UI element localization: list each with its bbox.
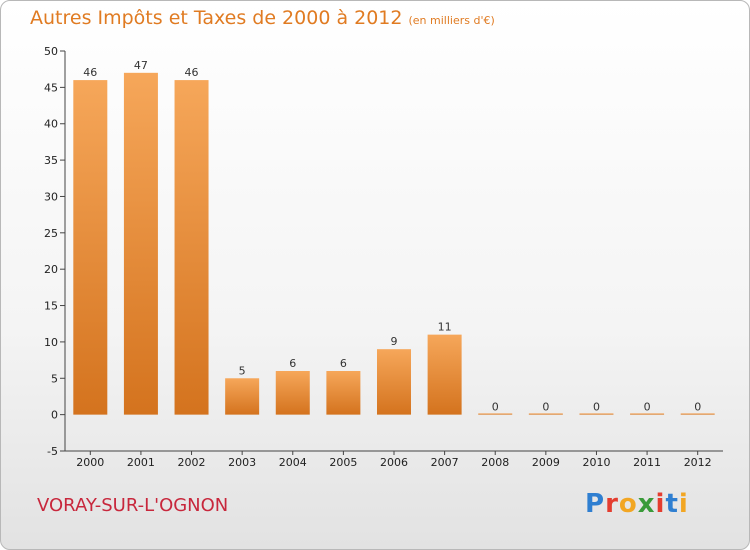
data-label: 6 [289, 357, 296, 370]
y-tick-label: 40 [44, 118, 58, 131]
x-tick-label: 2011 [633, 456, 661, 469]
data-label: 0 [542, 401, 549, 414]
logo-letter: r [605, 489, 619, 519]
x-tick-label: 2009 [532, 456, 560, 469]
y-tick-label: 45 [44, 81, 58, 94]
logo-letter: t [665, 489, 679, 519]
data-label: 0 [492, 401, 499, 414]
data-label: 46 [83, 66, 97, 79]
chart-title: Autres Impôts et Taxes de 2000 à 2012 (en… [30, 7, 495, 29]
data-label: 47 [134, 59, 148, 72]
bar [579, 413, 614, 415]
logo-letter: o [618, 489, 638, 519]
chart-unit-note: (en milliers d'€) [408, 14, 495, 27]
y-tick-label: 25 [44, 227, 58, 240]
data-label: 5 [239, 364, 246, 377]
x-tick-label: 2010 [582, 456, 610, 469]
x-tick-label: 2008 [481, 456, 509, 469]
logo-letter: i [655, 489, 666, 519]
y-tick-label: 30 [44, 190, 58, 203]
data-label: 0 [593, 401, 600, 414]
proxiti-logo: Proxiti [585, 489, 689, 519]
data-label: 6 [340, 357, 347, 370]
x-tick-label: 2001 [127, 456, 155, 469]
y-tick-label: 0 [51, 409, 58, 422]
bar [225, 378, 260, 415]
bar [630, 413, 665, 415]
y-tick-label: 50 [44, 45, 58, 58]
data-label: 9 [391, 335, 398, 348]
x-tick-label: 2005 [329, 456, 357, 469]
chart-title-text: Autres Impôts et Taxes de 2000 à 2012 [30, 7, 403, 29]
bar [478, 413, 513, 415]
data-label: 0 [694, 401, 701, 414]
bar [680, 413, 715, 415]
y-tick-label: 10 [44, 336, 58, 349]
data-label: 0 [644, 401, 651, 414]
x-tick-label: 2000 [76, 456, 104, 469]
y-tick-label: 15 [44, 300, 58, 313]
data-label: 11 [438, 321, 452, 334]
logo-letter: x [637, 489, 656, 519]
bar [377, 349, 411, 415]
bar [275, 371, 310, 415]
commune-name: VORAY-SUR-L'OGNON [37, 495, 229, 516]
y-tick-label: 5 [51, 372, 58, 385]
bar [528, 413, 563, 415]
bar [326, 371, 361, 415]
x-tick-label: 2007 [431, 456, 459, 469]
data-label: 46 [185, 66, 199, 79]
y-tick-label: -5 [47, 445, 58, 458]
bar [427, 334, 462, 415]
x-tick-label: 2002 [178, 456, 206, 469]
y-tick-label: 35 [44, 154, 58, 167]
logo-letter: P [585, 489, 606, 519]
bar [73, 80, 108, 415]
bar [123, 72, 158, 415]
x-tick-label: 2004 [279, 456, 307, 469]
bar [174, 80, 209, 415]
x-tick-label: 2003 [228, 456, 256, 469]
x-tick-label: 2012 [684, 456, 712, 469]
y-tick-label: 20 [44, 263, 58, 276]
x-tick-label: 2006 [380, 456, 408, 469]
logo-letter: i [678, 489, 689, 519]
